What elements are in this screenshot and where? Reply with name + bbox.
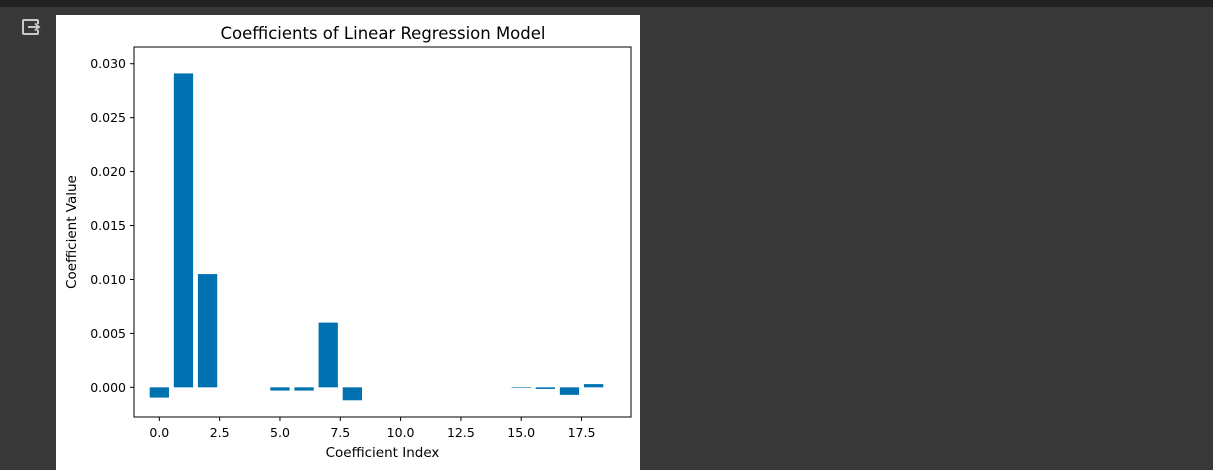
x-axis-title: Coefficient Index <box>326 445 440 461</box>
x-tick-label: 7.5 <box>330 425 350 440</box>
y-tick-label: 0.025 <box>90 110 126 125</box>
bar-16 <box>535 387 556 389</box>
y-tick-label: 0.000 <box>90 380 126 395</box>
x-tick-label: 0.0 <box>149 425 169 440</box>
x-tick-label: 10.0 <box>387 425 415 440</box>
y-tick-label: 0.030 <box>90 56 126 71</box>
x-tick-label: 2.5 <box>210 425 230 440</box>
top-bar <box>0 0 1213 7</box>
bar-17 <box>559 387 580 395</box>
chart-figure: Coefficients of Linear Regression Model … <box>56 15 640 470</box>
output-exit-icon[interactable] <box>20 16 42 38</box>
bars <box>149 73 604 401</box>
chart-title: Coefficients of Linear Regression Model <box>220 24 545 43</box>
y-tick-label: 0.010 <box>90 272 126 287</box>
bar-1 <box>173 73 194 388</box>
bar-8 <box>342 387 362 401</box>
y-axis: 0.000 0.005 0.010 0.015 0.020 0.025 0.030 <box>90 56 134 395</box>
plot-area-frame <box>133 46 632 418</box>
x-axis: 0.0 2.5 5.0 7.5 10.0 12.5 15.0 17.5 <box>149 417 595 440</box>
bar-5 <box>270 387 290 391</box>
y-tick-label: 0.005 <box>90 326 126 341</box>
x-tick-label: 17.5 <box>568 425 596 440</box>
x-tick-label: 15.0 <box>507 425 535 440</box>
bar-6 <box>294 387 314 391</box>
bar-2 <box>197 274 218 388</box>
y-tick-label: 0.020 <box>90 164 126 179</box>
bar-18 <box>583 384 604 388</box>
x-tick-label: 12.5 <box>447 425 475 440</box>
bar-chart: Coefficients of Linear Regression Model … <box>64 24 632 461</box>
bar-15 <box>511 387 531 388</box>
bar-0 <box>149 387 169 398</box>
y-axis-title: Coefficient Value <box>64 175 80 289</box>
bar-7 <box>318 322 338 388</box>
x-tick-label: 5.0 <box>270 425 290 440</box>
y-tick-label: 0.015 <box>90 218 126 233</box>
